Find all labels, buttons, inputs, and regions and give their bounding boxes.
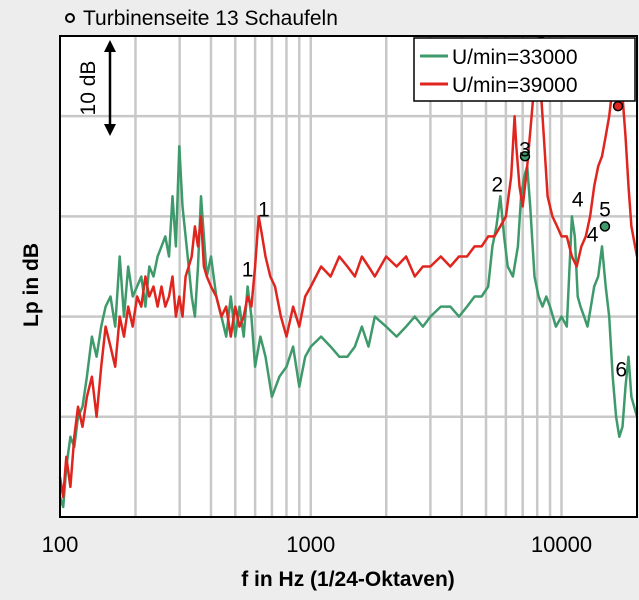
peak-marker — [612, 100, 624, 112]
peak-label: 4 — [572, 188, 584, 211]
plot-area: 11232344556 — [58, 33, 639, 518]
peak-label: 6 — [615, 359, 627, 382]
scale-bar: 10 dB — [77, 40, 116, 136]
peak-label: 3 — [519, 138, 531, 161]
legend-label-39000: U/min=39000 — [452, 74, 578, 97]
y-axis-label: Lp in dB — [20, 243, 43, 327]
x-axis-label: f in Hz (1/24-Oktaven) — [241, 568, 455, 591]
series-line-33000 — [58, 144, 639, 509]
legend-box — [413, 37, 636, 102]
peak-label: 1 — [242, 259, 254, 282]
peak-marker — [599, 221, 611, 232]
title-marker — [65, 13, 75, 23]
peak-label: 5 — [599, 198, 611, 221]
series-line-39000 — [58, 54, 639, 499]
x-tick-labels: 100 1000 10000 — [42, 532, 592, 557]
x-tick-label: 1000 — [286, 532, 335, 557]
x-tick-label: 10000 — [531, 532, 592, 557]
legend-label-33000: U/min=33000 — [452, 46, 578, 69]
grid-horizontal — [60, 114, 637, 419]
plot-frame — [59, 35, 638, 518]
peak-marker — [519, 151, 531, 162]
peak-label: 2 — [492, 173, 504, 196]
series-layer — [58, 54, 639, 509]
legend: U/min=33000 U/min=39000 — [413, 37, 636, 102]
chart-title: Turbinenseite 13 Schaufeln — [83, 7, 338, 30]
scale-bar-arrow-top — [104, 40, 116, 52]
scale-bar-label: 10 dB — [77, 61, 100, 116]
peak-label: 4 — [587, 223, 599, 246]
peak-label: 1 — [258, 198, 270, 221]
scale-bar-arrow-bottom — [104, 124, 116, 136]
x-tick-label: 100 — [42, 532, 79, 557]
